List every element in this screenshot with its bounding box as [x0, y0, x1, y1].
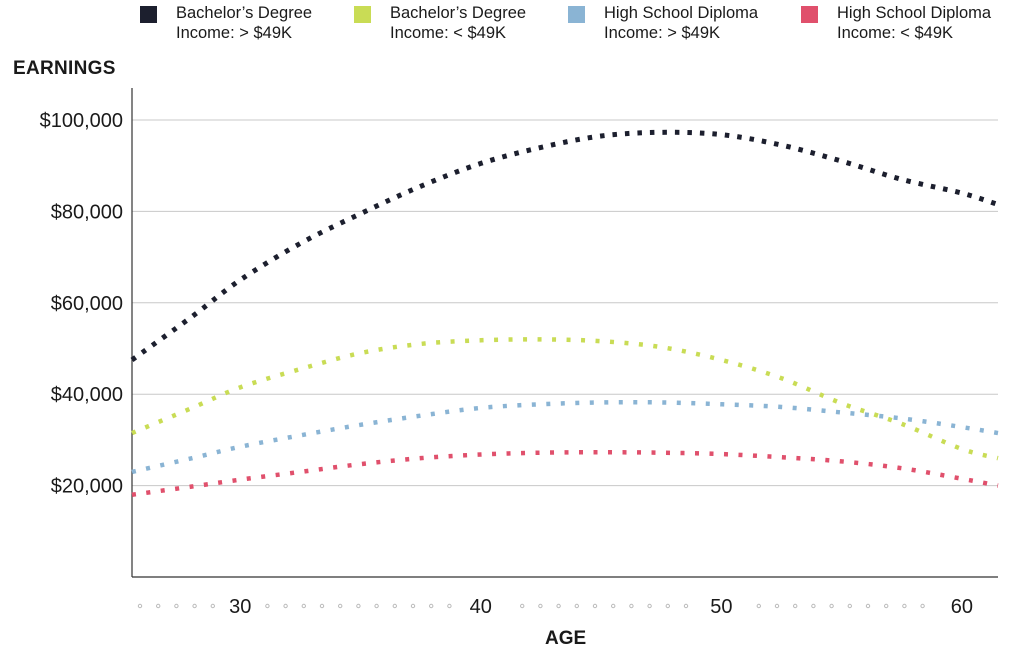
- y-tick-label: $100,000: [40, 110, 123, 132]
- x-axis-dot: [192, 603, 197, 609]
- x-axis-dot: [865, 603, 871, 609]
- legend-label: Bachelor’s Degree: [390, 4, 527, 22]
- x-axis-dot: [137, 603, 143, 609]
- x-axis-dot: [829, 603, 834, 609]
- x-axis-dot: [774, 603, 780, 609]
- legend-label: High School Diploma: [604, 4, 759, 22]
- legend-sublabel: Income: > $49K: [604, 24, 721, 42]
- x-axis-dot: [629, 603, 634, 609]
- series-line-0: [130, 129, 999, 362]
- x-axis-dot: [301, 603, 306, 609]
- legend-sublabel: Income: < $49K: [837, 24, 954, 42]
- x-axis-title: AGE: [545, 628, 587, 649]
- x-axis-dot: [847, 603, 852, 609]
- x-axis-dot: [920, 603, 925, 609]
- x-axis-dot: [811, 603, 816, 609]
- chart-legend: Bachelor’s Degree Income: > $49K Bachelo…: [140, 3, 1020, 47]
- legend-label: High School Diploma: [837, 4, 992, 22]
- x-axis-dot: [574, 603, 579, 609]
- x-axis-dot: [556, 603, 561, 609]
- x-axis-dot: [410, 603, 416, 609]
- y-tick-label: $20,000: [51, 476, 123, 498]
- x-axis-dot: [392, 603, 397, 609]
- y-tick-label: $40,000: [51, 384, 123, 406]
- y-axis-title: EARNINGS: [13, 58, 116, 79]
- x-axis-dot: [338, 603, 343, 609]
- x-axis-dot: [756, 603, 761, 609]
- x-axis-dot: [647, 603, 652, 609]
- x-axis-dot: [592, 603, 598, 609]
- legend-swatch-highschool-high: [568, 6, 585, 23]
- legend-swatch-highschool-low: [801, 6, 818, 23]
- x-axis-dot: [210, 603, 216, 609]
- legend-swatch-bachelors-low: [354, 6, 371, 23]
- x-axis-dot: [174, 603, 179, 609]
- x-tick-label: 60: [951, 596, 973, 618]
- x-axis-dot: [429, 603, 434, 609]
- x-axis-dot: [538, 603, 543, 609]
- x-axis-dot: [520, 603, 525, 609]
- x-axis-dot: [902, 603, 907, 609]
- x-axis-dot: [884, 603, 889, 609]
- y-tick-label: $60,000: [51, 293, 123, 315]
- x-tick-label: 40: [470, 596, 492, 618]
- x-axis-dot: [265, 603, 270, 609]
- x-axis-dot: [374, 603, 379, 609]
- x-axis-dot: [611, 603, 616, 609]
- x-axis-dot: [447, 603, 452, 609]
- x-axis-dot: [156, 603, 161, 609]
- x-tick-label: 30: [229, 596, 251, 618]
- legend-swatch-bachelors-high: [140, 6, 157, 23]
- x-axis-dot: [665, 603, 670, 609]
- legend-label: Bachelor’s Degree: [176, 4, 313, 22]
- x-axis-dot: [793, 603, 798, 609]
- y-tick-label: $80,000: [51, 201, 123, 223]
- x-axis-dot: [283, 603, 288, 609]
- x-axis-dot: [319, 603, 325, 609]
- x-tick-label: 50: [710, 596, 732, 618]
- x-axis-dot: [356, 603, 361, 609]
- x-axis-dot: [683, 603, 689, 609]
- series-line-1: [131, 337, 999, 461]
- legend-sublabel: Income: > $49K: [176, 24, 293, 42]
- series-line-2: [131, 399, 999, 475]
- series-line-3: [131, 449, 999, 497]
- legend-sublabel: Income: < $49K: [390, 24, 507, 42]
